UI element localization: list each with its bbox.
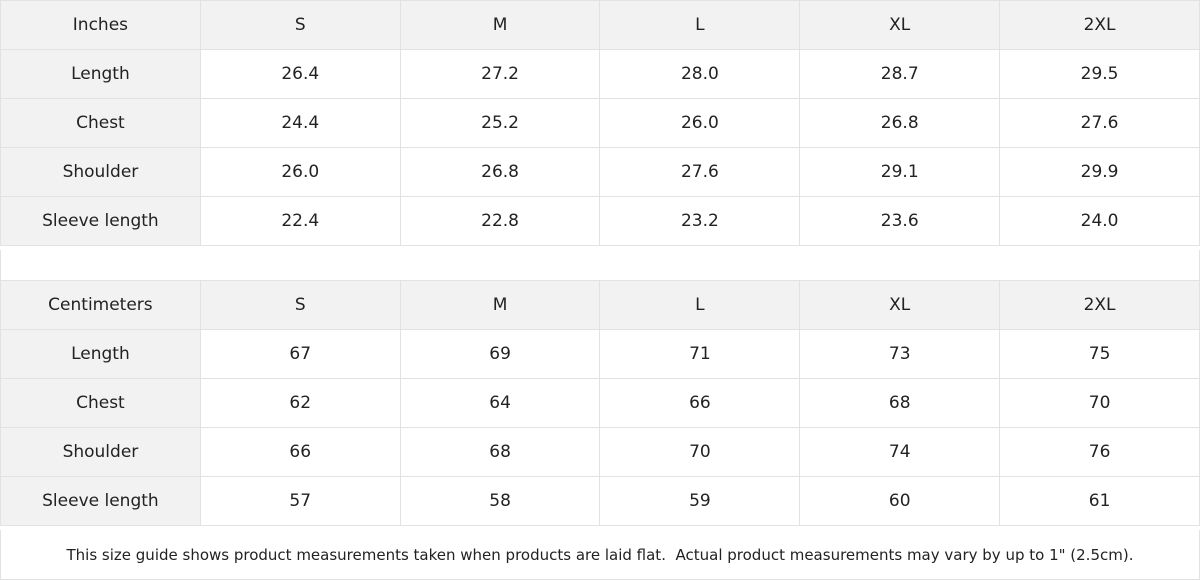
cell: 59 — [599, 476, 801, 526]
row-label: Length — [0, 49, 201, 99]
row-label: Sleeve length — [0, 476, 201, 526]
header-cell: 2XL — [999, 0, 1200, 50]
row-label: Shoulder — [0, 427, 201, 477]
cell: 22.4 — [199, 196, 401, 246]
cell: 74 — [799, 427, 1001, 477]
cell: 58 — [399, 476, 601, 526]
cell: 61 — [999, 476, 1200, 526]
row-label: Chest — [0, 98, 201, 148]
header-cell: M — [399, 280, 601, 330]
cell: 26.0 — [599, 98, 801, 148]
cell: 69 — [399, 329, 601, 379]
cell: 26.0 — [199, 147, 401, 197]
table-row: Sleeve length 57 58 59 60 61 — [0, 476, 1200, 526]
table-row: Shoulder 26.0 26.8 27.6 29.1 29.9 — [0, 147, 1200, 197]
cell: 26.8 — [799, 98, 1001, 148]
size-table: Centimeters S M L XL 2XL Length 67 69 71 73 75 Chest… — [0, 280, 1200, 526]
table-row: Chest 24.4 25.2 26.0 26.8 27.6 — [0, 98, 1200, 148]
table-row: Sleeve length 22.4 22.8 23.2 23.6 24.0 — [0, 196, 1200, 246]
cell: 23.2 — [599, 196, 801, 246]
cell: 26.8 — [399, 147, 601, 197]
header-cell: XL — [799, 280, 1001, 330]
cell: 68 — [399, 427, 601, 477]
cell: 26.4 — [199, 49, 401, 99]
cell: 27.6 — [599, 147, 801, 197]
table-row: Shoulder 66 68 70 74 76 — [0, 427, 1200, 477]
cell: 57 — [199, 476, 401, 526]
table-body: Inches S M L XL 2XL Length 26.4 27.2 28.0 28.7 29.5… — [0, 0, 1200, 246]
table-row: Length 67 69 71 73 75 — [0, 329, 1200, 379]
table-row: Chest 62 64 66 68 70 — [0, 378, 1200, 428]
header-cell: Centimeters — [0, 280, 201, 330]
header-cell: M — [399, 0, 601, 50]
header-cell: Inches — [0, 0, 201, 50]
cell: 29.5 — [999, 49, 1200, 99]
cell: 66 — [599, 378, 801, 428]
cell: 70 — [599, 427, 801, 477]
cell: 27.6 — [999, 98, 1200, 148]
cell: 64 — [399, 378, 601, 428]
cell: 76 — [999, 427, 1200, 477]
cell: 23.6 — [799, 196, 1001, 246]
cell: 28.0 — [599, 49, 801, 99]
note: This size guide shows product measuremen… — [0, 530, 1200, 580]
cell: 24.4 — [199, 98, 401, 148]
table-row: Length 26.4 27.2 28.0 28.7 29.5 — [0, 49, 1200, 99]
cell: 73 — [799, 329, 1001, 379]
cell: 71 — [599, 329, 801, 379]
row-label: Chest — [0, 378, 201, 428]
cell: 60 — [799, 476, 1001, 526]
cell: 29.9 — [999, 147, 1200, 197]
size-table: Inches S M L XL 2XL Length 26.4 27.2 28.0 28.7 29.5… — [0, 0, 1200, 246]
cell: 62 — [199, 378, 401, 428]
cell: 29.1 — [799, 147, 1001, 197]
row-label: Shoulder — [0, 147, 201, 197]
table-body: Centimeters S M L XL 2XL Length 67 69 71 73 75 Chest… — [0, 280, 1200, 526]
cell: 22.8 — [399, 196, 601, 246]
cell: 68 — [799, 378, 1001, 428]
cell: 70 — [999, 378, 1200, 428]
cell: 67 — [199, 329, 401, 379]
cell: 66 — [199, 427, 401, 477]
row-label: Sleeve length — [0, 196, 201, 246]
header-cell: S — [199, 280, 401, 330]
cell: 24.0 — [999, 196, 1200, 246]
header-cell: XL — [799, 0, 1001, 50]
header-row: Centimeters S M L XL 2XL — [0, 280, 1200, 330]
cell: 28.7 — [799, 49, 1001, 99]
cell: 27.2 — [399, 49, 601, 99]
header-cell: 2XL — [999, 280, 1200, 330]
cell: 25.2 — [399, 98, 601, 148]
header-cell: L — [599, 280, 801, 330]
header-cell: L — [599, 0, 801, 50]
row-label: Length — [0, 329, 201, 379]
header-row: Inches S M L XL 2XL — [0, 0, 1200, 50]
header-cell: S — [199, 0, 401, 50]
spacer — [0, 250, 1200, 280]
cell: 75 — [999, 329, 1200, 379]
